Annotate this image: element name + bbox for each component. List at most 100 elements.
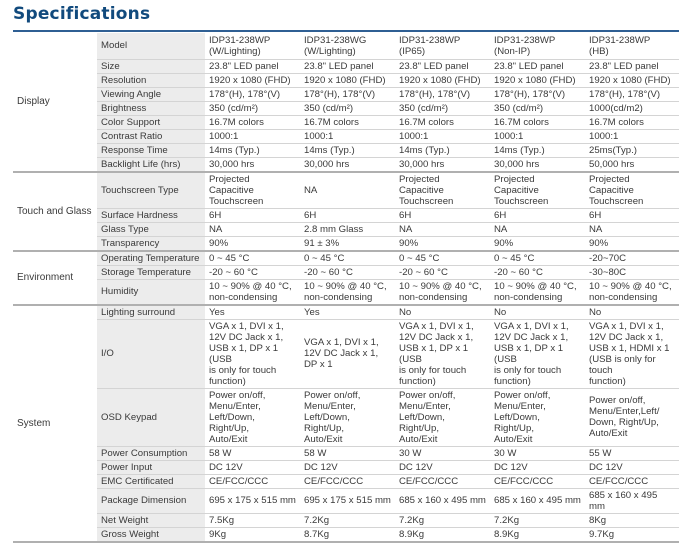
spec-value: IDP31-238WP (W/Lighting) — [205, 33, 300, 60]
spec-value: 16.7M colors — [395, 115, 490, 130]
spec-row: Gross Weight 9Kg 8.7Kg 8.9Kg 8.9Kg 9.7Kg — [13, 527, 679, 543]
spec-row: I/O VGA x 1, DVI x 1, 12V DC Jack x 1, US… — [13, 319, 679, 389]
spec-value: NA — [585, 222, 679, 237]
spec-value: 90% — [395, 236, 490, 252]
spec-label: Contrast Ratio — [97, 129, 205, 144]
spec-row: Touch and Glass Touchscreen Type Projected… — [13, 171, 679, 252]
spec-row: EMC Certificated CE/FCC/CCC CE/FCC/CCC CE/F… — [13, 474, 679, 489]
spec-label: Humidity — [97, 279, 205, 306]
spec-row: Resolution 1920 x 1080 (FHD) 1920 x 1080 (… — [13, 73, 679, 88]
spec-value: 10 ~ 90% @ 40 °C, non-condensing — [490, 279, 585, 306]
spec-label: Size — [97, 59, 205, 74]
spec-row: Transparency 90% 91 ± 3% 90% 90% 90% — [13, 236, 679, 252]
spec-value: 30,000 hrs — [300, 157, 395, 173]
spec-value: Projected Capacitive Touchscreen — [490, 171, 585, 209]
spec-value: No — [585, 304, 679, 320]
spec-label: Surface Hardness — [97, 208, 205, 223]
spec-value: 0 ~ 45 °C — [205, 250, 300, 266]
spec-value: 695 x 175 x 515 mm — [300, 488, 395, 514]
spec-label: Response Time — [97, 143, 205, 158]
spec-label: Viewing Angle — [97, 87, 205, 102]
spec-value: -20 ~ 60 °C — [300, 265, 395, 280]
spec-value: Power on/off, Menu/Enter, Left/Down, Rig… — [205, 388, 300, 447]
spec-value: DC 12V — [585, 460, 679, 475]
spec-value: DC 12V — [395, 460, 490, 475]
spec-value: 7.2Kg — [490, 513, 585, 528]
spec-value: 30,000 hrs — [490, 157, 585, 173]
spec-value: -20 ~ 60 °C — [490, 265, 585, 280]
spec-value: 7.5Kg — [205, 513, 300, 528]
spec-value: No — [490, 304, 585, 320]
spec-value: 90% — [585, 236, 679, 252]
spec-value: VGA x 1, DVI x 1, 12V DC Jack x 1, USB x… — [490, 319, 585, 389]
spec-value: 90% — [205, 236, 300, 252]
spec-value: Projected Capacitive Touchscreen — [205, 171, 300, 209]
spec-value: 90% — [490, 236, 585, 252]
page-title: Specifications — [13, 4, 151, 24]
spec-row: Contrast Ratio 1000:1 1000:1 1000:1 1000:1 10… — [13, 129, 679, 144]
spec-value: No — [395, 304, 490, 320]
spec-label: Color Support — [97, 115, 205, 130]
spec-value: 14ms (Typ.) — [205, 143, 300, 158]
spec-value: CE/FCC/CCC — [300, 474, 395, 489]
spec-value: 178°(H), 178°(V) — [490, 87, 585, 102]
spec-value: DC 12V — [490, 460, 585, 475]
spec-value: 178°(H), 178°(V) — [395, 87, 490, 102]
spec-value: 9Kg — [205, 527, 300, 543]
spec-value: 8.7Kg — [300, 527, 395, 543]
spec-value: 23.8" LED panel — [205, 59, 300, 74]
spec-value: 10 ~ 90% @ 40 °C, non-condensing — [205, 279, 300, 306]
spec-value: 58 W — [300, 446, 395, 461]
spec-value: -20~70C — [585, 250, 679, 266]
spec-value: 10 ~ 90% @ 40 °C, non-condensing — [300, 279, 395, 306]
spec-label: Backlight Life (hrs) — [97, 157, 205, 173]
spec-value: Power on/off, Menu/Enter, Left/Down, Rig… — [395, 388, 490, 447]
spec-value: CE/FCC/CCC — [585, 474, 679, 489]
group-label: Display — [13, 33, 97, 173]
spec-value: 10 ~ 90% @ 40 °C, non-condensing — [395, 279, 490, 306]
spec-value: NA — [395, 222, 490, 237]
spec-value: 2.8 mm Glass — [300, 222, 395, 237]
spec-row: Humidity 10 ~ 90% @ 40 °C, non-condensing… — [13, 279, 679, 306]
spec-value: 14ms (Typ.) — [490, 143, 585, 158]
spec-value: 6H — [490, 208, 585, 223]
spec-value: 23.8" LED panel — [395, 59, 490, 74]
spec-row: Net Weight 7.5Kg 7.2Kg 7.2Kg 7.2Kg 8Kg — [13, 513, 679, 528]
spec-label: Brightness — [97, 101, 205, 116]
spec-value: VGA x 1, DVI x 1, 12V DC Jack x 1, USB x… — [585, 319, 679, 389]
spec-label: Gross Weight — [97, 527, 205, 543]
spec-table-body: Display Model IDP31-238WP (W/Lighting) IDP3… — [13, 33, 679, 543]
spec-value: 1920 x 1080 (FHD) — [585, 73, 679, 88]
spec-value: 16.7M colors — [300, 115, 395, 130]
spec-value: 350 (cd/m²) — [490, 101, 585, 116]
spec-value: 1920 x 1080 (FHD) — [490, 73, 585, 88]
spec-value: NA — [490, 222, 585, 237]
spec-label: Storage Temperature — [97, 265, 205, 280]
spec-value: 16.7M colors — [490, 115, 585, 130]
spec-value: -20 ~ 60 °C — [205, 265, 300, 280]
spec-value: Yes — [300, 304, 395, 320]
spec-value: Power on/off, Menu/Enter, Left/Down, Rig… — [490, 388, 585, 447]
spec-value: 1920 x 1080 (FHD) — [205, 73, 300, 88]
spec-label: Glass Type — [97, 222, 205, 237]
spec-value: 6H — [205, 208, 300, 223]
spec-value: 30,000 hrs — [205, 157, 300, 173]
spec-row: Power Input DC 12V DC 12V DC 12V DC 12V DC 12… — [13, 460, 679, 475]
spec-value: 23.8" LED panel — [490, 59, 585, 74]
spec-row: Size 23.8" LED panel 23.8" LED panel 23.8" … — [13, 59, 679, 74]
spec-value: 25ms(Typ.) — [585, 143, 679, 158]
spec-value: Projected Capacitive Touchscreen — [395, 171, 490, 209]
spec-value: 1000:1 — [585, 129, 679, 144]
spec-value: IDP31-238WP (IP65) — [395, 33, 490, 60]
spec-value: 350 (cd/m²) — [205, 101, 300, 116]
spec-value: Projected Capacitive Touchscreen — [585, 171, 679, 209]
spec-value: 8.9Kg — [395, 527, 490, 543]
spec-label: EMC Certificated — [97, 474, 205, 489]
spec-value: DC 12V — [300, 460, 395, 475]
spec-value: 30,000 hrs — [395, 157, 490, 173]
spec-value: VGA x 1, DVI x 1, 12V DC Jack x 1, USB x… — [395, 319, 490, 389]
spec-value: 685 x 160 x 495 mm — [585, 488, 679, 514]
spec-value: 6H — [395, 208, 490, 223]
spec-value: 16.7M colors — [585, 115, 679, 130]
spec-value: NA — [205, 222, 300, 237]
